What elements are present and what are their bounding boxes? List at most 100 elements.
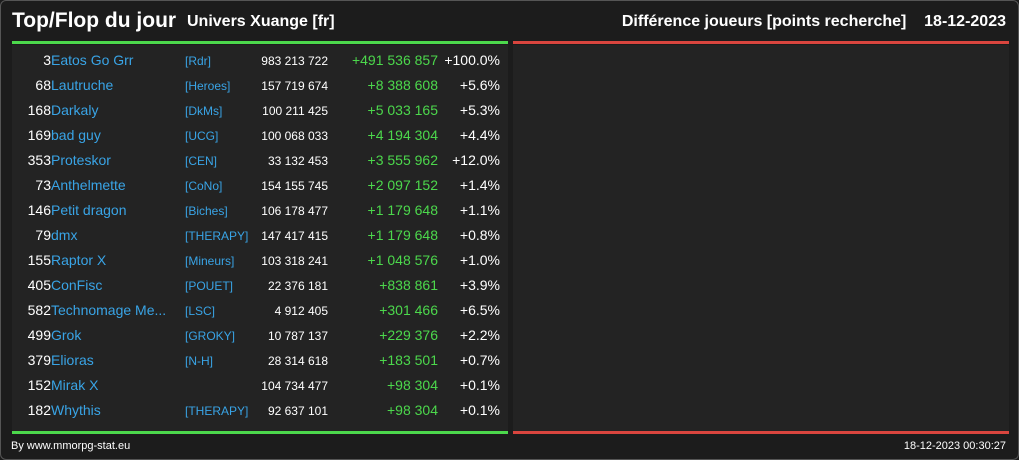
percent-cell: +1.0% [459, 252, 500, 268]
rank-cell: 499 [27, 327, 51, 343]
player-name-link[interactable]: Proteskor [51, 152, 111, 168]
alliance-link[interactable]: [THERAPY] [185, 404, 249, 418]
diff-cell: +2 097 152 [367, 177, 438, 193]
percent-cell: +0.8% [459, 227, 500, 243]
percent-cell: +0.7% [459, 352, 500, 368]
metric-label: Différence joueurs [points recherche] [621, 13, 907, 30]
percent-cell: +5.6% [459, 77, 500, 93]
points-cell: 22 376 181 [267, 279, 328, 293]
alliance-link[interactable]: [Heroes] [185, 79, 231, 93]
diff-cell: +3 555 962 [367, 152, 438, 168]
top-bar-lower [12, 431, 508, 434]
table-row: 155 Raptor X [Mineurs] 103 318 241 +1 048 57… [12, 248, 508, 273]
points-cell: 983 213 722 [261, 54, 328, 68]
percent-cell: +0.1% [459, 377, 500, 393]
percent-cell: +2.2% [459, 327, 500, 343]
table-row: 405 ConFisc [POUET] 22 376 181 +838 861 +3.9% [12, 273, 508, 298]
points-cell: 103 318 241 [261, 254, 328, 268]
points-cell: 157 719 674 [261, 79, 328, 93]
alliance-link[interactable]: [LSC] [185, 304, 216, 318]
rank-cell: 3 [43, 52, 51, 68]
table-row: 146 Petit dragon [Biches] 106 178 477 +1 179… [12, 198, 508, 223]
alliance-link[interactable]: [POUET] [185, 279, 234, 293]
points-cell: 28 314 618 [267, 354, 328, 368]
table-row: 182 Whythis [THERAPY] 92 637 101 +98 304 +0.1… [12, 398, 508, 423]
points-cell: 100 211 425 [262, 104, 328, 118]
rank-cell: 73 [35, 177, 51, 193]
rank-cell: 353 [27, 152, 51, 168]
percent-cell: +100.0% [444, 52, 500, 68]
table-row: 169 bad guy [UCG] 100 068 033 +4 194 304 +4.4… [12, 123, 508, 148]
rank-cell: 155 [27, 252, 51, 268]
points-cell: 92 637 101 [267, 404, 328, 418]
points-cell: 33 132 453 [267, 154, 328, 168]
table-row: 68 Lautruche [Heroes] 157 719 674 +8 388 608… [12, 73, 508, 98]
points-cell: 100 068 033 [261, 129, 328, 143]
diff-cell: +183 501 [379, 352, 438, 368]
player-name-link[interactable]: Whythis [51, 402, 101, 418]
universe-label: Univers Xuange [fr] [187, 13, 335, 30]
flop-panel [513, 45, 1009, 431]
points-cell: 104 734 477 [261, 379, 328, 393]
player-name-link[interactable]: Lautruche [51, 77, 114, 93]
points-cell: 10 787 137 [267, 329, 328, 343]
player-name-link[interactable]: Darkaly [51, 102, 99, 118]
percent-cell: +0.1% [459, 402, 500, 418]
alliance-link[interactable]: [GROKY] [185, 329, 236, 343]
page-title: Top/Flop du jour [12, 9, 177, 32]
player-name-link[interactable]: Raptor X [51, 252, 107, 268]
diff-cell: +4 194 304 [367, 127, 438, 143]
player-name-link[interactable]: Petit dragon [51, 202, 127, 218]
diff-cell: +229 376 [379, 327, 438, 343]
table-row: 168 Darkaly [DkMs] 100 211 425 +5 033 165 +5.… [12, 98, 508, 123]
footer-credit[interactable]: By www.mmorpg-stat.eu [11, 440, 131, 452]
top-panel: 3 Eatos Go Grr [Rdr] 983 213 722 +491 536 85… [12, 45, 508, 431]
diff-cell: +1 048 576 [367, 252, 438, 268]
player-name-link[interactable]: Elioras [51, 352, 94, 368]
percent-cell: +3.9% [459, 277, 500, 293]
header-date: 18-12-2023 [924, 13, 1006, 30]
rank-cell: 169 [27, 127, 51, 143]
table-row: 353 Proteskor [CEN] 33 132 453 +3 555 962 +12… [12, 148, 508, 173]
table-row: 73 Anthelmette [CoNo] 154 155 745 +2 097 152… [12, 173, 508, 198]
player-name-link[interactable]: Anthelmette [51, 177, 126, 193]
player-name-link[interactable]: Technomage Me... [51, 302, 167, 318]
alliance-link[interactable]: [Rdr] [185, 54, 212, 68]
diff-cell: +1 179 648 [367, 227, 438, 243]
rank-cell: 79 [35, 227, 51, 243]
player-name-link[interactable]: ConFisc [51, 277, 103, 293]
percent-cell: +4.4% [459, 127, 500, 143]
rank-cell: 379 [27, 352, 51, 368]
rank-cell: 405 [27, 277, 51, 293]
alliance-link[interactable]: [CEN] [185, 154, 218, 168]
flop-bar-lower [513, 431, 1009, 434]
table-row: 152 Mirak X 104 734 477 +98 304 +0.1% [12, 373, 508, 398]
rank-cell: 582 [27, 302, 51, 318]
alliance-link[interactable]: [Mineurs] [185, 254, 235, 268]
percent-cell: +5.3% [459, 102, 500, 118]
table-row: 582 Technomage Me... [LSC] 4 912 405 +301 46… [12, 298, 508, 323]
player-name-link[interactable]: Mirak X [51, 377, 99, 393]
percent-cell: +1.1% [459, 202, 500, 218]
points-cell: 154 155 745 [261, 179, 328, 193]
top-bar-upper [12, 41, 508, 44]
player-name-link[interactable]: Grok [51, 327, 82, 343]
alliance-link[interactable]: [Biches] [185, 204, 228, 218]
player-name-link[interactable]: Eatos Go Grr [51, 52, 134, 68]
diff-cell: +301 466 [379, 302, 438, 318]
alliance-link[interactable]: [DkMs] [185, 104, 223, 118]
alliance-link[interactable]: [CoNo] [185, 179, 223, 193]
player-name-link[interactable]: dmx [51, 227, 78, 243]
diff-cell: +5 033 165 [367, 102, 438, 118]
points-cell: 106 178 477 [261, 204, 328, 218]
alliance-link[interactable]: [UCG] [185, 129, 219, 143]
rank-cell: 152 [27, 377, 51, 393]
alliance-link[interactable]: [N-H] [185, 354, 213, 368]
alliance-link[interactable]: [THERAPY] [185, 229, 249, 243]
percent-cell: +1.4% [459, 177, 500, 193]
rank-cell: 168 [27, 102, 51, 118]
flop-bar-upper [513, 41, 1009, 44]
player-name-link[interactable]: bad guy [51, 127, 101, 143]
rank-cell: 68 [35, 77, 51, 93]
